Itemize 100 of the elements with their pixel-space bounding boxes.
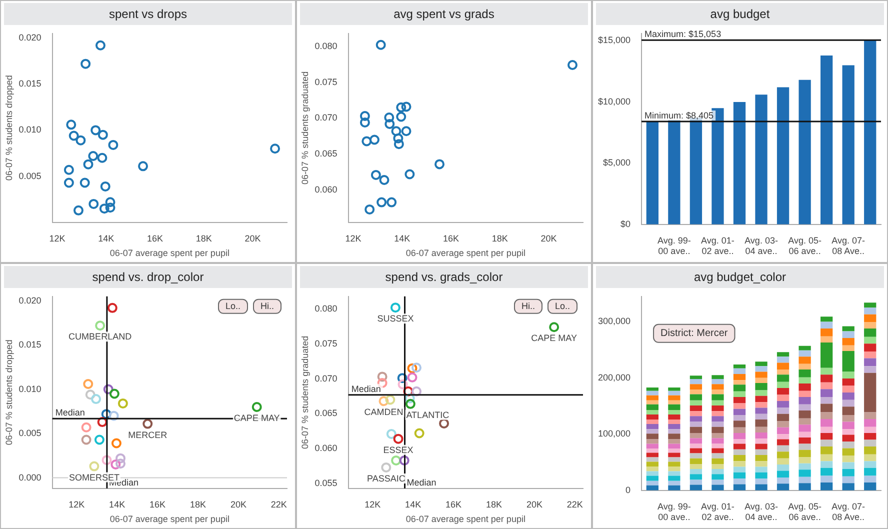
bar xyxy=(646,424,658,430)
bar xyxy=(646,452,658,458)
bar xyxy=(690,390,702,394)
bar xyxy=(776,370,790,375)
point xyxy=(398,379,408,390)
bar xyxy=(798,404,811,411)
bar xyxy=(646,476,658,481)
bar xyxy=(690,448,702,454)
point xyxy=(105,202,116,213)
bar xyxy=(798,390,811,398)
bar xyxy=(755,372,768,378)
bar xyxy=(776,388,790,395)
x-axis-title: 06-07 average spent per pupil xyxy=(406,514,526,524)
bar xyxy=(864,372,876,412)
bar xyxy=(776,470,790,478)
point xyxy=(103,384,114,394)
point xyxy=(101,409,112,420)
y-tick-label: 0.005 xyxy=(18,170,42,181)
chart-title: avg spent vs grads xyxy=(300,3,588,25)
bar xyxy=(668,420,680,424)
point xyxy=(401,102,412,112)
point xyxy=(414,428,424,438)
x-tick-label: 16K xyxy=(150,499,166,510)
point xyxy=(90,125,101,136)
bar xyxy=(733,102,746,224)
bar xyxy=(842,372,854,378)
point xyxy=(91,394,102,404)
x-tick-label: Avg. 03-04 ave.. xyxy=(744,235,778,256)
bar xyxy=(755,420,768,427)
point xyxy=(81,422,92,432)
x-tick-label: 16K xyxy=(446,499,462,510)
bar xyxy=(733,478,746,484)
point xyxy=(386,197,397,208)
bar xyxy=(668,444,680,449)
bar xyxy=(776,434,790,440)
bar xyxy=(733,391,746,398)
bar xyxy=(733,444,746,450)
bar xyxy=(712,422,724,427)
bar xyxy=(668,390,680,396)
y-tick-label: 0.065 xyxy=(314,408,338,418)
bar xyxy=(798,356,811,364)
point xyxy=(407,363,418,374)
point xyxy=(110,460,121,470)
bar xyxy=(798,450,811,458)
point xyxy=(376,40,386,50)
bar xyxy=(842,338,854,346)
bar xyxy=(798,418,811,425)
point xyxy=(98,130,108,140)
bar xyxy=(668,400,680,404)
bar xyxy=(668,480,680,486)
annotation: CAMDEN xyxy=(364,407,404,418)
bar xyxy=(842,331,854,338)
y-tick-label: $10,000 xyxy=(598,96,631,106)
bar xyxy=(820,397,833,404)
annotation: Hi.. xyxy=(260,300,274,311)
point xyxy=(412,362,422,373)
bar xyxy=(690,474,702,480)
annotation: ESSEX xyxy=(383,444,414,455)
y-tick-label: 0.060 xyxy=(314,443,338,454)
bar xyxy=(842,483,854,490)
bar xyxy=(820,418,833,427)
annotation: CAPE MAY xyxy=(234,412,280,423)
point xyxy=(384,112,394,122)
y-tick-label: $5,000 xyxy=(603,158,631,168)
bar xyxy=(733,466,746,472)
point xyxy=(396,102,406,112)
bar xyxy=(668,424,680,430)
bar xyxy=(864,426,876,434)
point xyxy=(390,302,400,313)
bar xyxy=(712,394,724,400)
bar xyxy=(690,458,702,464)
bar xyxy=(864,468,876,476)
x-tick-label: Avg. 01-02 ave.. xyxy=(701,501,734,522)
point xyxy=(95,40,106,50)
bar xyxy=(646,434,658,440)
bar xyxy=(798,444,811,450)
point xyxy=(252,402,262,412)
bar xyxy=(668,120,680,224)
bar xyxy=(798,350,811,357)
chart-title: spend vs. grads_color xyxy=(300,266,588,288)
bar xyxy=(820,368,833,375)
x-tick-label: 20K xyxy=(230,499,246,510)
bar xyxy=(668,434,680,440)
x-tick-label: 20K xyxy=(244,233,261,244)
bar xyxy=(712,469,724,474)
bar xyxy=(798,377,811,384)
bar xyxy=(864,314,876,322)
bar xyxy=(864,328,876,337)
bar xyxy=(733,403,746,409)
bar xyxy=(733,420,746,428)
point xyxy=(384,118,395,129)
bar xyxy=(690,469,702,474)
annotation: District: Mercer xyxy=(660,328,728,340)
point xyxy=(399,455,410,466)
bar xyxy=(646,404,658,410)
point xyxy=(111,438,122,448)
x-axis-title: 06-07 average spent per pupil xyxy=(110,248,230,258)
bar xyxy=(798,483,811,490)
bar xyxy=(668,429,680,434)
point xyxy=(393,434,404,444)
